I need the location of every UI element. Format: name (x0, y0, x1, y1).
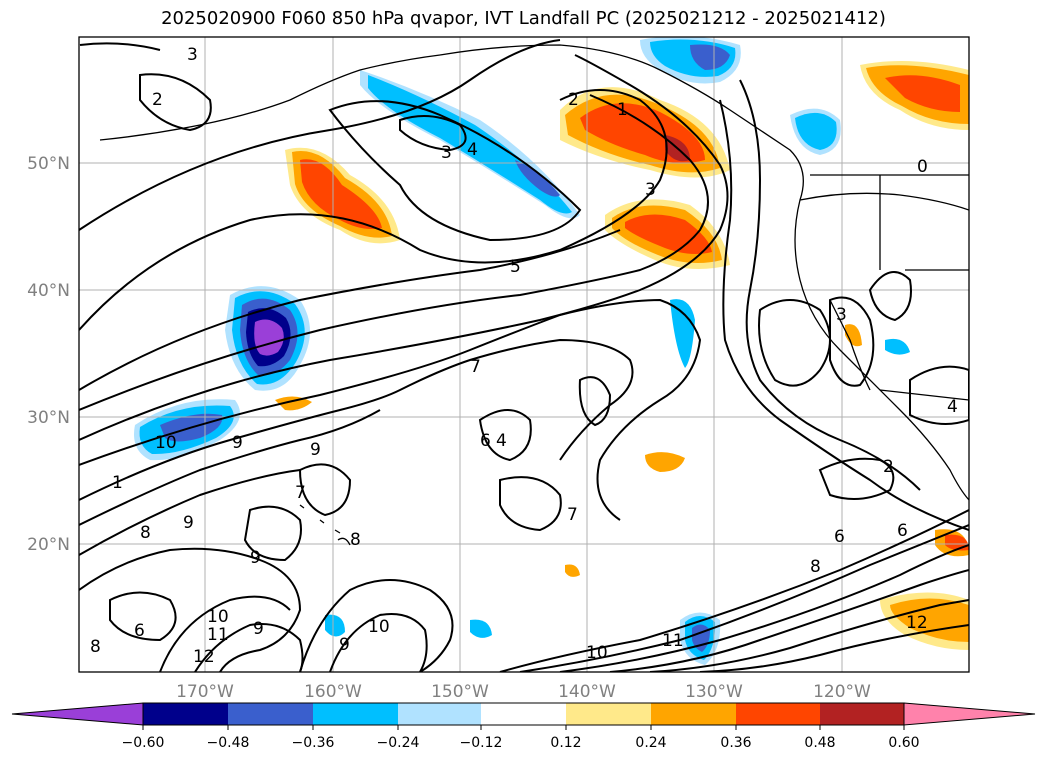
ivt-contours (79, 39, 969, 672)
contour-label: 4 (947, 397, 958, 417)
contour-label: 10 (586, 643, 608, 663)
contour-label: 2 (568, 90, 579, 110)
colorbar-segment (143, 703, 228, 725)
lat-label-40n: 40°N (27, 281, 70, 301)
contour-label: 8 (140, 523, 151, 543)
colorbar-tick-label: 0.36 (720, 735, 751, 751)
contour-label: 2 (152, 90, 163, 110)
colorbar-tick-label: 0.48 (804, 735, 835, 751)
contour-label: 6 (897, 521, 908, 541)
contour-label: 9 (250, 548, 261, 568)
contour-label: 12 (906, 613, 928, 633)
contour-label: 6 (480, 431, 491, 451)
colorbar-tick-label: −0.36 (292, 735, 335, 751)
coastlines (99, 44, 969, 546)
contour-label: 0 (917, 157, 928, 177)
contour-label: 5 (510, 257, 521, 277)
colorbar-tick-label: −0.60 (122, 735, 165, 751)
lat-label-20n: 20°N (27, 535, 70, 555)
contour-label: 9 (310, 440, 321, 460)
map-frame (78, 36, 970, 673)
contour-label: 3 (836, 305, 847, 325)
contour-label: 10 (368, 617, 390, 637)
contour-label: 10 (155, 433, 177, 453)
shading-layer (134, 37, 969, 665)
contour-label: 2 (883, 457, 894, 477)
plot-title: 2025020900 F060 850 hPa qvapor, IVT Land… (161, 8, 886, 29)
lat-label-30n: 30°N (27, 408, 70, 428)
lon-label-130w: 130°W (685, 682, 743, 702)
contour-label: 6 (134, 621, 145, 641)
contour-label: 9 (253, 619, 264, 639)
lon-label-160w: 160°W (304, 682, 362, 702)
colorbar-tick-label: −0.24 (377, 735, 420, 751)
lon-label-140w: 140°W (558, 682, 616, 702)
colorbar-tick-label: 0.12 (550, 735, 581, 751)
contour-label: 8 (90, 637, 101, 657)
contour-label: 3 (187, 45, 198, 65)
latitude-labels: 50°N 40°N 30°N 20°N (27, 154, 70, 555)
colorbar-ticks (142, 725, 905, 730)
contour-label: 11 (662, 631, 684, 651)
contour-label: 9 (339, 635, 350, 655)
contour-label: 1 (112, 473, 123, 493)
contour-label: 7 (470, 357, 481, 377)
contour-label: 9 (232, 433, 243, 453)
contour-label: 9 (183, 513, 194, 533)
colorbar: −0.60 −0.48 −0.36 −0.24 −0.12 0.12 0.24 … (11, 702, 1036, 751)
colorbar-tick-label: 0.24 (635, 735, 666, 751)
lon-label-170w: 170°W (176, 682, 234, 702)
lon-label-150w: 150°W (431, 682, 489, 702)
lon-label-120w: 120°W (813, 682, 871, 702)
colorbar-tick-label: 0.60 (888, 735, 919, 751)
contour-label: 11 (207, 625, 229, 645)
colorbar-segment (651, 703, 736, 725)
colorbar-segment (820, 703, 904, 725)
longitude-labels: 170°W 160°W 150°W 140°W 130°W 120°W (176, 682, 871, 702)
colorbar-segment (313, 703, 398, 725)
contour-label: 10 (207, 607, 229, 627)
contour-label: 4 (496, 431, 507, 451)
contour-label: 4 (467, 140, 478, 160)
contour-label: 7 (295, 483, 306, 503)
lat-label-50n: 50°N (27, 154, 70, 174)
contour-label: 3 (441, 143, 452, 163)
colorbar-segment (398, 703, 481, 725)
colorbar-tick-label: −0.48 (207, 735, 250, 751)
colorbar-segment (566, 703, 651, 725)
colorbar-outline (142, 702, 905, 726)
contour-label: 12 (193, 647, 215, 667)
contour-label: 7 (567, 505, 578, 525)
contour-label: 8 (350, 530, 361, 550)
contour-label: 3 (645, 180, 656, 200)
contour-label: 8 (810, 557, 821, 577)
colorbar-segment (481, 703, 566, 725)
colorbar-tick-label: −0.12 (460, 735, 503, 751)
contour-label: 6 (834, 527, 845, 547)
colorbar-extend-max (903, 702, 1036, 726)
colorbar-extend-min (11, 702, 144, 726)
colorbar-segment (228, 703, 313, 725)
contour-label: 1 (617, 100, 628, 120)
contour-labels: 3 2 3 4 2 1 3 5 7 10 9 1 8 9 6 9 7 8 9 6… (90, 45, 958, 667)
colorbar-segment (736, 703, 820, 725)
